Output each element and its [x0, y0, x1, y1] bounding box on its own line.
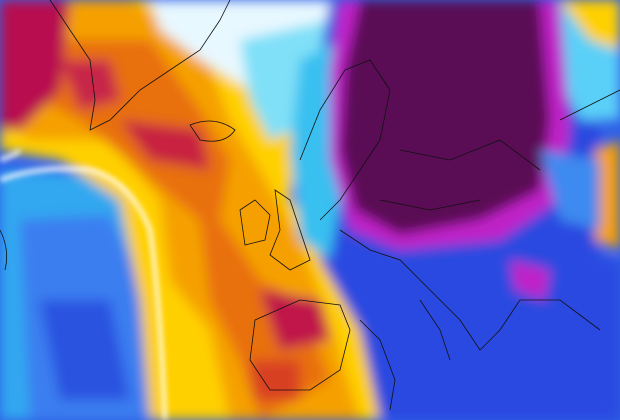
zero-contours [0, 148, 167, 420]
coastlines [0, 0, 620, 411]
